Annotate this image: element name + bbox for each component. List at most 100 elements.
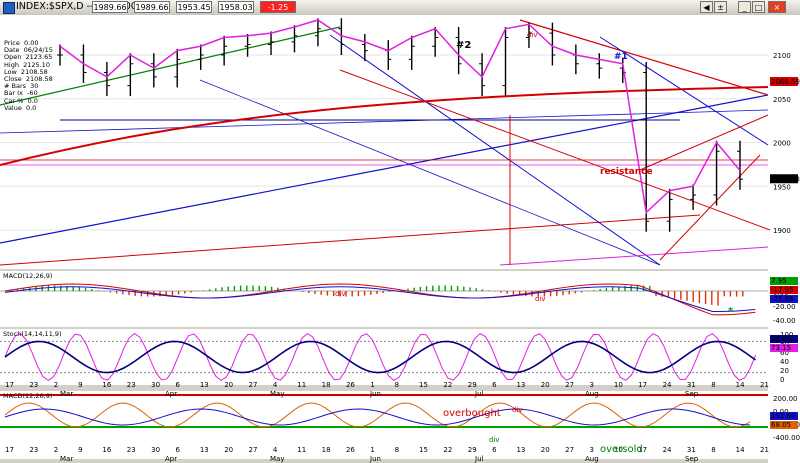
x-axis-day: 31	[687, 381, 696, 389]
x-axis-day: 4	[273, 381, 278, 389]
legend-line: Open 2123.65	[4, 53, 53, 62]
x-axis-day: 13	[200, 446, 209, 454]
trend-line	[519, 19, 769, 96]
label-wave-1: #1	[614, 52, 628, 62]
x-axis-day: 6	[492, 446, 497, 454]
x-axis-day: 2	[54, 446, 58, 454]
macd-scale-label: -40.00	[773, 317, 796, 325]
stoch-value-label: 93.08	[771, 335, 791, 343]
x-axis-day: 14	[736, 446, 745, 454]
legend-line: # Bars 30	[4, 82, 39, 91]
price-box-2: 1989.66	[134, 1, 170, 13]
minimize-button[interactable]: _	[738, 1, 751, 13]
legend-line: Date 06/24/15	[4, 46, 53, 55]
x-axis-day: 9	[78, 381, 82, 389]
label-wave-2: #2	[456, 40, 471, 51]
macd-value-label: -25.86	[771, 295, 794, 303]
x-axis-day: 3	[590, 446, 594, 454]
price-scale-label: 2050	[773, 96, 791, 104]
scroll-left-button[interactable]: ◀	[700, 1, 713, 13]
nymo-value-label: 68.05	[771, 421, 791, 429]
x-axis-day: 31	[687, 446, 696, 454]
legend-line: Value 0.0	[4, 103, 37, 112]
trend-line	[639, 114, 769, 171]
x-axis-day: 8	[395, 446, 399, 454]
x-axis-day: 23	[127, 446, 136, 454]
legend-line: Bar Ix -60	[4, 89, 38, 98]
x-axis-month: Mar	[60, 455, 73, 463]
label-price-div: div	[527, 31, 538, 39]
label-nymo-div-2: div	[489, 436, 500, 444]
x-axis-day: 16	[102, 446, 111, 454]
x-axis-day: 17	[5, 381, 14, 389]
x-axis-month: Sep	[685, 455, 699, 463]
stoch-value-box	[770, 335, 798, 343]
stoch-k-line	[4, 332, 757, 382]
nymo-signal-line	[4, 408, 751, 426]
price-scale-label: 2100	[773, 52, 791, 60]
x-axis-month: Apr	[165, 455, 177, 463]
x-axis-day: 10	[614, 381, 623, 389]
price-box-1: 1989.66	[92, 1, 128, 13]
label-oversold: oversold	[600, 444, 643, 455]
nymo-legend: MACD(12,26,9)	[3, 392, 52, 400]
x-axis-day: 13	[200, 381, 209, 389]
trend-line	[0, 26, 341, 106]
legend-line: Close 2108.58	[4, 75, 53, 84]
title-bar: INDEX:$SPX,D -- S&P 500 INDEX 1989.66 19…	[0, 0, 800, 16]
stoch-scale-label: 20	[780, 367, 789, 375]
nymo-scale-label: -400.00	[773, 434, 800, 442]
price-box-4: 1958.03	[218, 1, 254, 13]
x-axis-day: 24	[663, 381, 672, 389]
x-axis-day: 21	[760, 381, 769, 389]
x-axis-day: 8	[711, 381, 715, 389]
nymo-scale-label: 200.00	[773, 395, 798, 403]
ma-value-label: 2066.59	[771, 78, 800, 86]
x-axis-day: 30	[151, 381, 160, 389]
trend-line	[339, 69, 771, 231]
zoom-button[interactable]: ±	[714, 1, 727, 13]
x-axis-day: 10	[614, 446, 623, 454]
x-axis-day: 27	[249, 446, 258, 454]
nymo-value-label: 151.60	[771, 412, 796, 420]
x-axis-month: May	[270, 390, 284, 398]
price-scale-label: 1900	[773, 227, 791, 235]
label-macd-div-2: div	[535, 295, 546, 303]
macd-panel	[0, 271, 768, 327]
legend-line: High 2125.10	[4, 60, 50, 69]
close-button[interactable]: ×	[768, 1, 786, 13]
trend-line	[499, 246, 769, 266]
macd-legend: MACD(12,26,9)	[3, 272, 52, 280]
maximize-button[interactable]: □	[752, 1, 765, 13]
nymo-value-box	[770, 421, 798, 429]
x-axis-day: 17	[638, 381, 647, 389]
trend-line	[0, 109, 769, 134]
stoch-value-box	[770, 344, 798, 352]
x-axis-day: 20	[541, 381, 550, 389]
x-axis-month: Apr	[165, 390, 177, 398]
x-axis-day: 23	[127, 381, 136, 389]
x-axis-month: Jun	[369, 455, 381, 463]
app-icon	[3, 2, 15, 14]
x-axis-day: 11	[297, 446, 306, 454]
x-axis-day: 1	[370, 381, 374, 389]
trend-line	[0, 214, 701, 266]
macd-scale-label: -20.00	[773, 303, 796, 311]
x-axis-day: 22	[443, 446, 452, 454]
x-axis-day: 26	[346, 446, 355, 454]
x-axis-day: 29	[468, 446, 477, 454]
stoch-scale-label: 0	[780, 376, 784, 384]
x-axis-day: 8	[395, 381, 399, 389]
x-axis-month: Mar	[60, 390, 73, 398]
x-axis-day: 15	[419, 381, 428, 389]
legend-line: Car % 0.0	[4, 96, 38, 105]
right-scale	[768, 15, 800, 463]
label-nymo-div-1: div	[512, 406, 523, 414]
moving-average-line	[0, 86, 769, 166]
x-axis-day: 27	[249, 381, 258, 389]
x-axis-day: 9	[78, 446, 82, 454]
x-axis-day: 3	[590, 381, 594, 389]
x-axis-day: 2	[54, 381, 58, 389]
last-close-box	[770, 174, 798, 184]
